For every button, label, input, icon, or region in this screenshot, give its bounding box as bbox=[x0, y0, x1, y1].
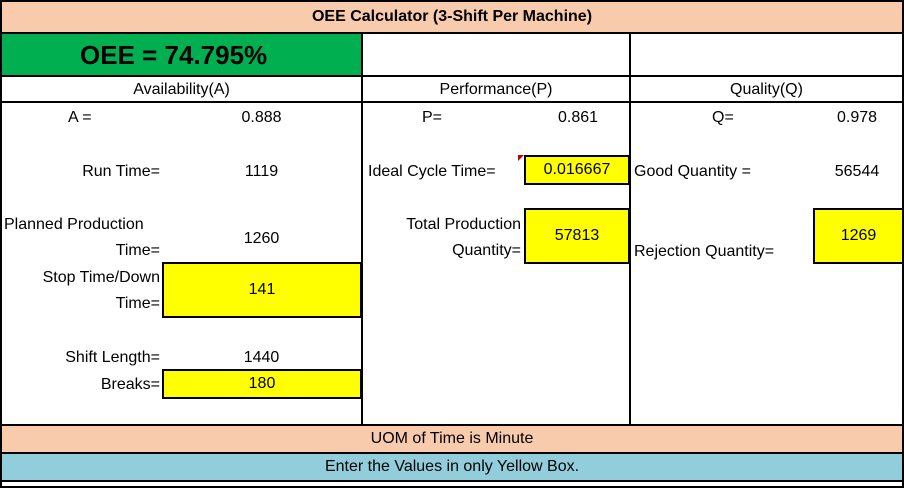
rejection-quantity-input[interactable]: 1269 bbox=[813, 208, 904, 264]
instruction-note: Enter the Values in only Yellow Box. bbox=[324, 458, 580, 475]
planned-production-value: 1260 bbox=[243, 230, 280, 247]
ideal-cycle-time-label: Ideal Cycle Time= bbox=[368, 163, 496, 180]
oee-result: OEE = 74.795% bbox=[80, 40, 268, 70]
total-production-label-2: Quantity= bbox=[452, 242, 521, 259]
a-label: A = bbox=[68, 109, 92, 126]
uom-bar: UOM of Time is Minute bbox=[2, 426, 902, 452]
planned-production-label-2: Time= bbox=[115, 242, 160, 259]
title-bar: OEE Calculator (3-Shift Per Machine) bbox=[2, 2, 902, 32]
breaks-label: Breaks= bbox=[100, 376, 160, 393]
stop-time-label: Stop Time/Down bbox=[42, 269, 160, 286]
total-production-label: Total Production bbox=[406, 216, 521, 233]
run-time-value: 1119 bbox=[244, 163, 279, 180]
run-time-label: Run Time= bbox=[82, 163, 160, 180]
instruction-bar: Enter the Values in only Yellow Box. bbox=[2, 454, 902, 480]
shift-length-label: Shift Length= bbox=[65, 349, 160, 366]
good-quantity-label: Good Quantity = bbox=[634, 163, 751, 180]
q-label: Q= bbox=[712, 109, 734, 126]
quality-header: Quality(Q) bbox=[730, 81, 803, 98]
comment-indicator-icon bbox=[518, 155, 524, 161]
ideal-cycle-time-value: 0.016667 bbox=[543, 161, 611, 178]
a-value: 0.888 bbox=[241, 109, 282, 126]
rejection-quantity-label: Rejection Quantity= bbox=[634, 243, 775, 260]
ideal-cycle-time-input[interactable]: 0.016667 bbox=[524, 155, 630, 185]
total-production-value: 57813 bbox=[554, 227, 600, 244]
q-value: 0.978 bbox=[836, 109, 878, 126]
shift-length-value: 1440 bbox=[243, 349, 280, 366]
availability-header: Availability(A) bbox=[133, 81, 230, 98]
planned-production-label: Planned Production bbox=[4, 216, 144, 233]
stop-time-input[interactable]: 141 bbox=[162, 262, 362, 318]
good-quantity-value: 56544 bbox=[834, 163, 880, 180]
rejection-quantity-value: 1269 bbox=[840, 227, 877, 244]
breaks-input[interactable]: 180 bbox=[162, 369, 362, 399]
p-value: 0.861 bbox=[557, 109, 599, 126]
stop-time-value: 141 bbox=[248, 281, 276, 298]
performance-header: Performance(P) bbox=[439, 81, 553, 98]
oee-result-cell: OEE = 74.795% bbox=[2, 34, 361, 75]
p-label: P= bbox=[422, 109, 443, 126]
stop-time-label-2: Time= bbox=[115, 295, 160, 312]
uom-note: UOM of Time is Minute bbox=[370, 430, 534, 447]
total-production-input[interactable]: 57813 bbox=[524, 208, 630, 264]
page-title: OEE Calculator (3-Shift Per Machine) bbox=[311, 8, 593, 25]
breaks-value: 180 bbox=[248, 375, 276, 392]
